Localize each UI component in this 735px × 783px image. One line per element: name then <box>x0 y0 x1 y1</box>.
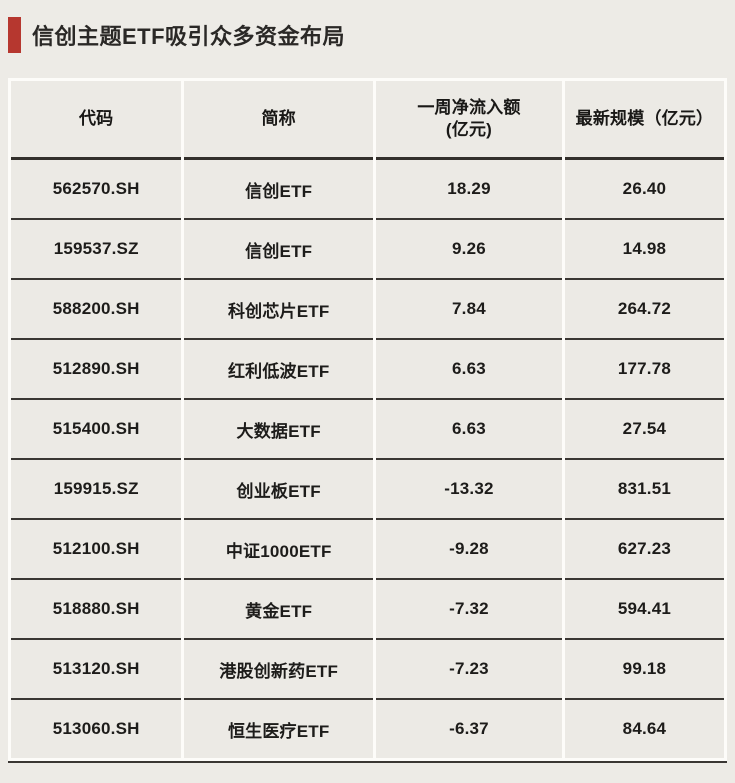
etf-name-cell: 科创芯片ETF <box>184 280 374 340</box>
weekly-net-inflow-cell: 18.29 <box>376 160 562 220</box>
etf-code-cell: 159537.SZ <box>11 220 182 280</box>
latest-scale-cell: 84.64 <box>564 700 724 758</box>
latest-scale-cell: 264.72 <box>564 280 724 340</box>
etf-flow-table: 代码 简称 一周净流入额 (亿元) 最新规模（亿元） 562570.SH 信创E… <box>8 78 727 761</box>
etf-code-cell: 518880.SH <box>11 580 182 640</box>
weekly-net-inflow-cell: -13.32 <box>376 460 562 520</box>
header-weekly-inflow-label: 一周净流入额 <box>417 98 521 118</box>
header-latest-scale-label: 最新规模（亿元） <box>575 109 714 129</box>
latest-scale-cell: 26.40 <box>564 160 724 220</box>
etf-table-container: 代码 简称 一周净流入额 (亿元) 最新规模（亿元） 562570.SH 信创E… <box>8 78 727 763</box>
weekly-net-inflow-cell: -7.23 <box>376 640 562 700</box>
etf-name-cell: 港股创新药ETF <box>184 640 374 700</box>
etf-name-cell: 黄金ETF <box>184 580 374 640</box>
figure-title: 信创主题ETF吸引众多资金布局 <box>32 23 346 49</box>
latest-scale-cell: 831.51 <box>564 460 724 520</box>
etf-code-cell: 513060.SH <box>11 700 182 758</box>
etf-code-cell: 512890.SH <box>11 340 182 400</box>
etf-name-cell: 红利低波ETF <box>184 340 374 400</box>
etf-name-cell: 恒生医疗ETF <box>184 700 374 758</box>
table-bottom-rule <box>8 761 727 763</box>
weekly-net-inflow-cell: -7.32 <box>376 580 562 640</box>
etf-name-cell: 大数据ETF <box>184 400 374 460</box>
latest-scale-cell: 14.98 <box>564 220 724 280</box>
etf-code-cell: 562570.SH <box>11 160 182 220</box>
etf-code-cell: 513120.SH <box>11 640 182 700</box>
etf-code-cell: 515400.SH <box>11 400 182 460</box>
header-weekly-inflow: 一周净流入额 (亿元) <box>376 81 562 160</box>
etf-name-cell: 创业板ETF <box>184 460 374 520</box>
latest-scale-cell: 99.18 <box>564 640 724 700</box>
etf-name-cell: 信创ETF <box>184 160 374 220</box>
article-figure: 信创主题ETF吸引众多资金布局 代码 简称 一周净流入额 (亿元) 最新规模（亿… <box>0 16 735 763</box>
header-weekly-inflow-unit: (亿元) <box>445 120 493 139</box>
etf-name-cell: 信创ETF <box>184 220 374 280</box>
title-accent-bar <box>8 16 21 53</box>
weekly-net-inflow-cell: 6.63 <box>376 340 562 400</box>
header-name: 简称 <box>184 81 374 160</box>
etf-code-cell: 588200.SH <box>11 280 182 340</box>
header-name-label: 简称 <box>261 109 296 129</box>
latest-scale-cell: 594.41 <box>564 580 724 640</box>
weekly-net-inflow-cell: 9.26 <box>376 220 562 280</box>
etf-name-cell: 中证1000ETF <box>184 520 374 580</box>
etf-code-cell: 512100.SH <box>11 520 182 580</box>
latest-scale-cell: 627.23 <box>564 520 724 580</box>
weekly-net-inflow-cell: -6.37 <box>376 700 562 758</box>
header-code-label: 代码 <box>78 109 114 129</box>
figure-title-block: 信创主题ETF吸引众多资金布局 <box>8 16 727 53</box>
header-code: 代码 <box>11 81 182 160</box>
latest-scale-cell: 27.54 <box>564 400 724 460</box>
latest-scale-cell: 177.78 <box>564 340 724 400</box>
weekly-net-inflow-cell: 7.84 <box>376 280 562 340</box>
weekly-net-inflow-cell: -9.28 <box>376 520 562 580</box>
weekly-net-inflow-cell: 6.63 <box>376 400 562 460</box>
header-latest-scale: 最新规模（亿元） <box>564 81 724 160</box>
etf-code-cell: 159915.SZ <box>11 460 182 520</box>
